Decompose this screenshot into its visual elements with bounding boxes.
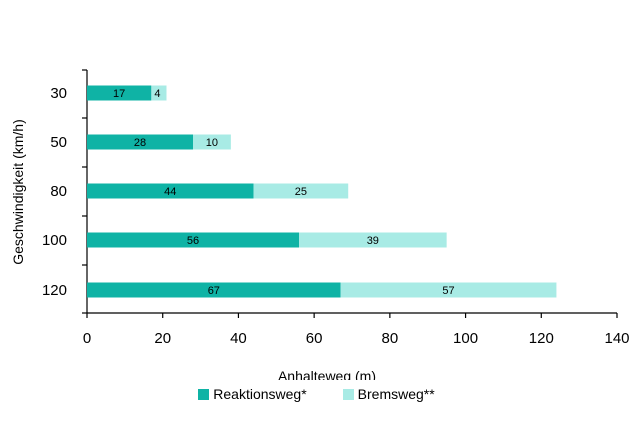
x-tick-label: 20: [154, 330, 171, 347]
data-label: 67: [208, 285, 220, 297]
chart: 0 20 40 60 80 100 120 140 30 17 4 50 28 10 80 44 25 100 56…: [10, 69, 630, 380]
data-label: 57: [442, 285, 454, 297]
data-label: 28: [134, 137, 146, 149]
x-tick-label: 80: [382, 330, 399, 347]
data-label: 39: [367, 235, 379, 247]
x-tick-label: 60: [306, 330, 323, 347]
x-tick-label: 100: [453, 330, 478, 347]
bar-bremsweg: [299, 232, 447, 248]
legend-swatch-bremsweg: [342, 388, 354, 400]
y-tick-label: 100: [42, 232, 67, 249]
x-tick-label: 140: [604, 330, 629, 347]
x-tick-label: 40: [230, 330, 247, 347]
data-label: 56: [187, 235, 199, 247]
x-tick-label: 120: [529, 330, 554, 347]
data-label: 25: [295, 186, 307, 198]
y-tick-label: 50: [50, 134, 67, 151]
legend-item-reaktionsweg: Reaktionsweg*: [198, 386, 307, 402]
plot-area: 0 20 40 60 80 100 120 140 30 17 4 50 28 10 80 44 25 100 56…: [42, 69, 630, 347]
bar-bremsweg: [151, 85, 167, 101]
bar-bremsweg: [193, 134, 231, 150]
legend-label-reaktionsweg: Reaktionsweg*: [213, 386, 307, 402]
data-label: 10: [206, 137, 218, 149]
bar-reaktionsweg: [87, 282, 341, 298]
legend-swatch-reaktionsweg: [198, 388, 210, 400]
data-label: 4: [154, 88, 160, 100]
bar-bremsweg: [340, 282, 557, 298]
legend-label-bremsweg: Bremsweg**: [357, 386, 435, 402]
data-label: 44: [164, 186, 176, 198]
y-tick-label: 120: [42, 282, 67, 299]
bar-reaktionsweg: [87, 232, 299, 248]
x-tick-label: 0: [83, 330, 91, 347]
legend-item-bremsweg: Bremsweg**: [342, 386, 435, 402]
bar-bremsweg: [253, 183, 349, 199]
y-tick-label: 80: [50, 183, 67, 200]
bar-reaktionsweg: [87, 183, 254, 199]
y-axis-label: Geschwindigkeit (km/h): [10, 119, 26, 265]
y-tick-label: 30: [50, 85, 67, 102]
legend: Reaktionsweg* Bremsweg**: [0, 382, 633, 406]
bar-reaktionsweg: [87, 134, 193, 150]
x-axis-label: Anhalteweg (m): [278, 368, 376, 380]
data-label: 17: [113, 88, 125, 100]
bar-reaktionsweg: [87, 85, 152, 101]
